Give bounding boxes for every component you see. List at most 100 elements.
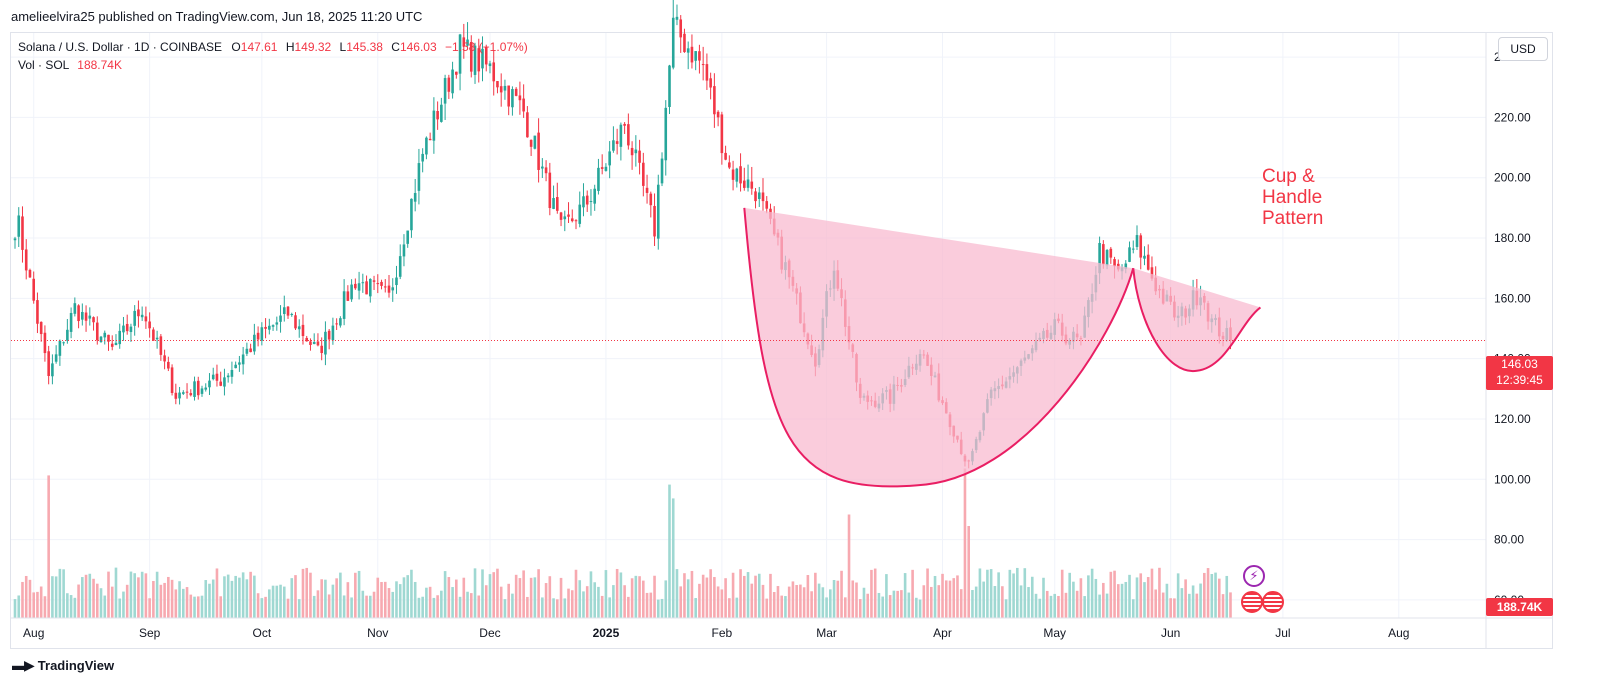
volume-bar: [174, 589, 178, 618]
volume-bar: [361, 590, 365, 618]
volume-bar: [185, 587, 189, 618]
volume-bar: [189, 594, 193, 618]
volume-bar: [1113, 570, 1116, 618]
volume-bar: [817, 583, 821, 618]
candle-body: [339, 318, 342, 326]
volume-bar: [765, 598, 769, 618]
volume-bar: [1117, 584, 1120, 618]
volume-bar: [918, 599, 922, 618]
volume-bar: [196, 596, 200, 618]
volume-bar: [866, 593, 870, 618]
volume-bar: [713, 577, 716, 618]
us-flag-event-icon[interactable]: [1262, 591, 1284, 613]
volume-bar: [275, 585, 279, 618]
volume-bar: [930, 586, 933, 618]
candle-body: [619, 124, 623, 147]
volume-bar: [488, 574, 492, 618]
volume-bar: [656, 599, 660, 618]
candle-body: [1150, 267, 1154, 279]
chart-frame: [10, 32, 1553, 649]
volume-bar: [1188, 593, 1191, 618]
candle-body: [428, 138, 432, 141]
candle-body: [552, 198, 555, 209]
volume-bar: [279, 584, 282, 618]
volume-bar: [92, 578, 95, 618]
candle-body: [503, 85, 507, 91]
candle-body: [230, 369, 234, 377]
volume-bar: [28, 579, 32, 618]
chart-legend: Solana / U.S. Dollar · 1D · COINBASE O14…: [18, 38, 528, 74]
candle-body: [189, 393, 193, 396]
volume-bar: [653, 575, 656, 618]
volume-bar: [503, 599, 507, 618]
volume-bar: [971, 590, 974, 618]
y-tick-label: 100.00: [1494, 472, 1531, 486]
candle-body: [163, 355, 166, 362]
candle-body: [526, 112, 529, 138]
cup-and-handle-pattern: [743, 207, 1262, 488]
candle-body: [107, 334, 110, 342]
volume-bar: [215, 568, 219, 618]
candle-body: [1109, 248, 1113, 258]
candle-body: [582, 196, 585, 208]
volume-bar: [728, 598, 731, 618]
volume-bar: [757, 573, 761, 618]
volume-bar: [152, 581, 155, 618]
volume-bar: [193, 596, 196, 618]
cup-and-handle-annotation[interactable]: Cup & Handle Pattern: [1262, 166, 1324, 229]
candle-body: [1143, 255, 1146, 259]
candle-body: [391, 287, 395, 291]
candle-body: [559, 212, 563, 220]
candle-body: [466, 39, 469, 46]
candle-body: [488, 63, 492, 67]
volume-bar: [537, 569, 540, 618]
volume-bar: [66, 593, 69, 618]
legend-high: 149.32: [294, 40, 332, 54]
y-tick-label: 160.00: [1494, 291, 1531, 305]
volume-bar: [1206, 568, 1210, 618]
candle-body: [297, 326, 301, 330]
currency-button[interactable]: USD: [1498, 37, 1548, 61]
volume-bar: [1161, 592, 1165, 618]
tradingview-footer[interactable]: ▬▶ TradingView: [12, 657, 114, 674]
volume-bar: [447, 577, 451, 618]
candle-body: [455, 71, 458, 75]
volume-bar: [1176, 573, 1180, 618]
volume-bar: [1004, 599, 1008, 618]
candle-body: [406, 230, 409, 244]
candle-body: [683, 33, 686, 53]
candle-body: [51, 363, 54, 377]
x-tick-label: Feb: [712, 626, 733, 640]
volume-bar: [772, 592, 776, 618]
volume-bar: [1139, 573, 1143, 618]
candle-body: [765, 201, 769, 209]
candle-body: [159, 336, 163, 355]
candle-body: [757, 192, 761, 199]
candle-body: [185, 391, 189, 393]
volume-bar: [256, 593, 260, 618]
candle-body: [518, 95, 522, 101]
volume-bar: [81, 577, 84, 618]
volume-bar: [1001, 586, 1004, 618]
x-tick-label: Jul: [1275, 626, 1290, 640]
volume-bar: [492, 572, 496, 618]
candle-body: [402, 244, 406, 257]
candle-body: [24, 249, 28, 271]
lightning-event-icon[interactable]: ⚡: [1243, 565, 1265, 587]
volume-bar: [855, 582, 858, 618]
volume-bar: [507, 583, 510, 618]
volume-bar: [365, 595, 368, 618]
candle-body: [612, 140, 615, 151]
volume-bar: [282, 586, 286, 618]
candle-body: [514, 88, 518, 96]
x-tick-label: Nov: [367, 626, 388, 640]
volume-bar: [1012, 573, 1015, 618]
volume-bar: [900, 590, 903, 618]
volume-bar: [814, 572, 817, 618]
volume-bar: [36, 591, 39, 618]
us-flag-event-icon[interactable]: [1241, 591, 1263, 613]
volume-bar: [570, 590, 574, 618]
volume-bar: [204, 580, 208, 618]
volume-bar: [95, 583, 99, 618]
